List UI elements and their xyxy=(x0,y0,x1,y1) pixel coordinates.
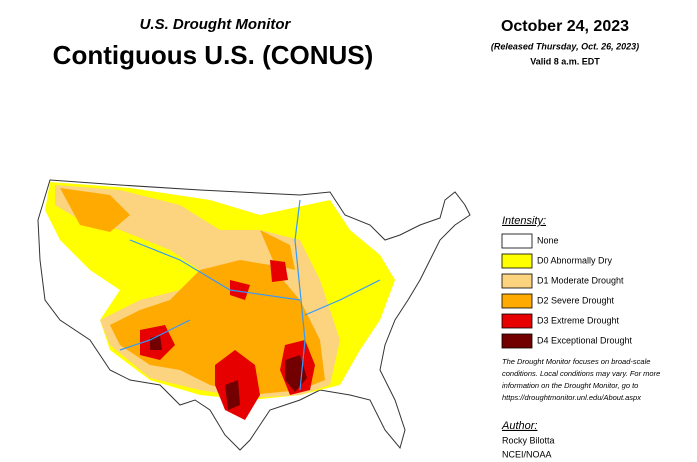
legend-label: D0 Abnormally Dry xyxy=(537,255,613,265)
note-line: https://droughtmonitor.unl.edu/About.asp… xyxy=(502,393,641,402)
legend-label: D2 Severe Drought xyxy=(537,295,615,305)
released: (Released Thursday, Oct. 26, 2023) xyxy=(491,41,639,51)
author-title: Author: xyxy=(501,420,537,432)
legend-swatch xyxy=(501,333,533,349)
legend-label: D4 Exceptional Drought xyxy=(537,335,633,345)
legend-swatch xyxy=(501,233,533,249)
legend: None D0 Abnormally Dry D1 Moderate Drought… xyxy=(501,233,633,349)
legend-label: D3 Extreme Drought xyxy=(537,315,620,325)
subtitle: U.S. Drought Monitor xyxy=(140,16,292,33)
d4-area xyxy=(150,335,307,410)
note-line: information on the Drought Monitor, go t… xyxy=(502,381,638,390)
legend-swatch xyxy=(501,293,533,309)
legend-title: Intensity: xyxy=(502,215,546,227)
author-name: Rocky Bilotta xyxy=(502,435,555,445)
valid-time: Valid 8 a.m. EDT xyxy=(530,56,600,66)
note-line: conditions. Local conditions may vary. F… xyxy=(502,369,660,378)
title: Contiguous U.S. (CONUS) xyxy=(53,40,374,70)
rivers xyxy=(119,199,381,391)
legend-swatch xyxy=(501,253,533,269)
note-line: The Drought Monitor focuses on broad-sca… xyxy=(502,357,650,366)
us-map xyxy=(37,179,471,451)
date: October 24, 2023 xyxy=(501,18,629,35)
legend-swatch xyxy=(501,273,533,289)
legend-label: None xyxy=(537,235,559,245)
d2-area xyxy=(60,188,325,395)
author-org: NCEI/NOAA xyxy=(502,449,552,459)
legend-swatch xyxy=(501,313,533,329)
note: The Drought Monitor focuses on broad-sca… xyxy=(502,357,660,402)
legend-label: D1 Moderate Drought xyxy=(537,275,624,285)
